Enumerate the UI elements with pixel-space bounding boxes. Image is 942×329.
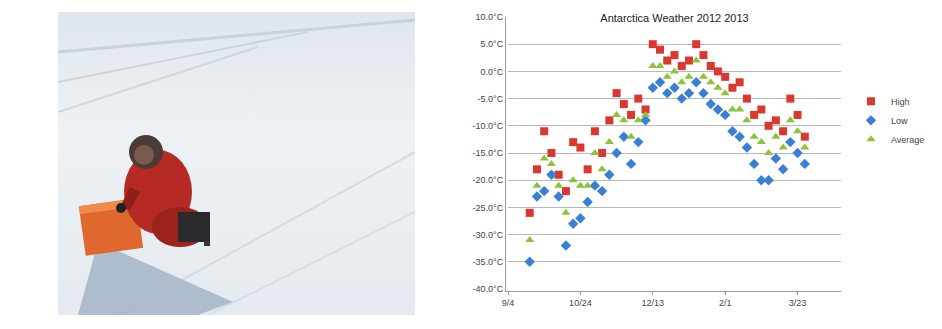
svg-text:-25.0°C: -25.0°C: [473, 203, 504, 213]
svg-text:9/4: 9/4: [502, 298, 515, 308]
svg-text:3/23: 3/23: [789, 298, 807, 308]
svg-text:Antarctica Weather 2012 2013: Antarctica Weather 2012 2013: [600, 12, 748, 24]
svg-text:5.0°C: 5.0°C: [481, 39, 504, 49]
svg-text:0.0°C: 0.0°C: [481, 67, 504, 77]
svg-text:10/24: 10/24: [569, 298, 592, 308]
svg-text:10.0°C: 10.0°C: [476, 12, 504, 22]
svg-text:-35.0°C: -35.0°C: [473, 257, 504, 267]
svg-text:-20.0°C: -20.0°C: [473, 175, 504, 185]
svg-text:High: High: [891, 97, 910, 107]
svg-text:-10.0°C: -10.0°C: [473, 121, 504, 131]
svg-text:-5.0°C: -5.0°C: [478, 94, 504, 104]
svg-text:-15.0°C: -15.0°C: [473, 148, 504, 158]
svg-text:-30.0°C: -30.0°C: [473, 230, 504, 240]
svg-text:Average: Average: [891, 135, 924, 145]
svg-text:-40.0°C: -40.0°C: [473, 284, 504, 294]
svg-text:2/1: 2/1: [719, 298, 732, 308]
svg-text:Low: Low: [891, 116, 908, 126]
svg-text:12/13: 12/13: [642, 298, 665, 308]
